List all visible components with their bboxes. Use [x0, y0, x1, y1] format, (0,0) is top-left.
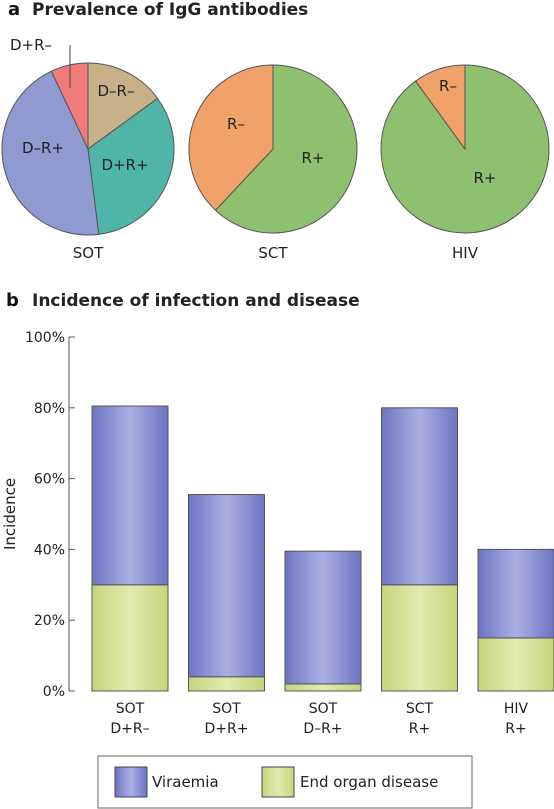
bar-end-organ-disease-sctminusrplus — [381, 584, 458, 692]
bar-end-organ-disease-sotminusdplusrplus — [188, 676, 265, 692]
bar-viraemia-hivminusrplus — [477, 548, 554, 639]
pie-label-sct-rminus: R– — [227, 115, 245, 133]
pie-label-sot-dminusrminus: D–R– — [98, 82, 135, 100]
pie-label-sot-dminusrplus: D–R+ — [22, 139, 64, 157]
x-tick-label: SOT — [309, 701, 338, 717]
bar-end-organ-disease-sotminusdminusrplus — [284, 683, 362, 692]
y-tick-label: 100% — [25, 330, 65, 346]
x-tick-label: SOT — [116, 701, 145, 717]
legend-label-viraemia: Viraemia — [152, 773, 219, 791]
x-tick-label: D–R+ — [303, 721, 342, 737]
panel-a-letter: a — [8, 0, 20, 20]
legend-swatch-viraemia — [114, 766, 148, 798]
bar-end-organ-disease-hivminusrplus — [477, 637, 554, 692]
pie-title-sot: SOT — [73, 244, 104, 262]
panel-a-title: Prevalence of IgG antibodies — [32, 0, 308, 20]
y-tick-label: 40% — [34, 542, 65, 558]
pie-label-sot-dplusrplus: D+R+ — [101, 156, 148, 174]
stacked-bar-chart: 0% 20% 40% 60% 80% 100% Incidence SOT D+R– SOT D+R… — [1, 330, 554, 737]
pie-slice-hiv-rminus — [414, 64, 466, 151]
bar-viraemia-sotminusdminusrplus — [284, 550, 362, 685]
pie-slice-sct-rminus — [188, 64, 274, 211]
y-tick-label: 80% — [34, 401, 65, 417]
x-tick-label: R+ — [409, 721, 430, 737]
pie-slice-sot-dminusrplus — [1, 70, 100, 236]
pie-chart-sot: D–R– D+R+ D–R+ D+R– SOT — [1, 36, 175, 262]
pie-slice-sot-dplusrplus — [87, 97, 175, 235]
x-tick-label: D+R+ — [205, 721, 249, 737]
y-tick-label: 60% — [34, 472, 65, 488]
pie-label-hiv-rminus: R– — [439, 77, 457, 95]
y-axis-title: Incidence — [1, 478, 19, 550]
bar-end-organ-disease-sotminusdplusrminus — [91, 584, 169, 692]
legend-label-end-organ-disease: End organ disease — [300, 773, 438, 791]
x-tick-label: R+ — [505, 721, 526, 737]
y-tick-label: 0% — [43, 684, 65, 700]
panel-b-title: Incidence of infection and disease — [32, 291, 360, 311]
x-tick-label: D+R– — [110, 721, 149, 737]
x-tick-label: HIV — [504, 701, 529, 717]
pie-title-sct: SCT — [258, 244, 288, 262]
pie-label-sot-dplusrminus: D+R– — [10, 36, 52, 54]
pie-chart-sct: R+ R– SCT — [188, 64, 358, 262]
pie-slice-sct-rplus — [214, 64, 358, 234]
pie-chart-hiv: R+ R– HIV — [380, 64, 550, 262]
y-tick-label: 20% — [34, 613, 65, 629]
x-tick-label: SCT — [406, 701, 434, 717]
bar-viraemia-sctminusrplus — [381, 407, 458, 586]
x-tick-label: SOT — [212, 701, 241, 717]
bar-viraemia-sotminusdplusrplus — [188, 494, 265, 678]
bar-viraemia-sotminusdplusrminus — [91, 405, 169, 586]
panel-b-letter: b — [6, 290, 19, 311]
pie-slice-sot-dplusrminus — [50, 62, 89, 150]
pie-slice-sot-dminusrminus — [87, 62, 159, 150]
legend-swatch-end-organ-disease — [261, 766, 295, 798]
pie-title-hiv: HIV — [452, 244, 479, 262]
pie-label-hiv-rplus: R+ — [474, 169, 497, 187]
pie-label-sct-rplus: R+ — [302, 149, 325, 167]
